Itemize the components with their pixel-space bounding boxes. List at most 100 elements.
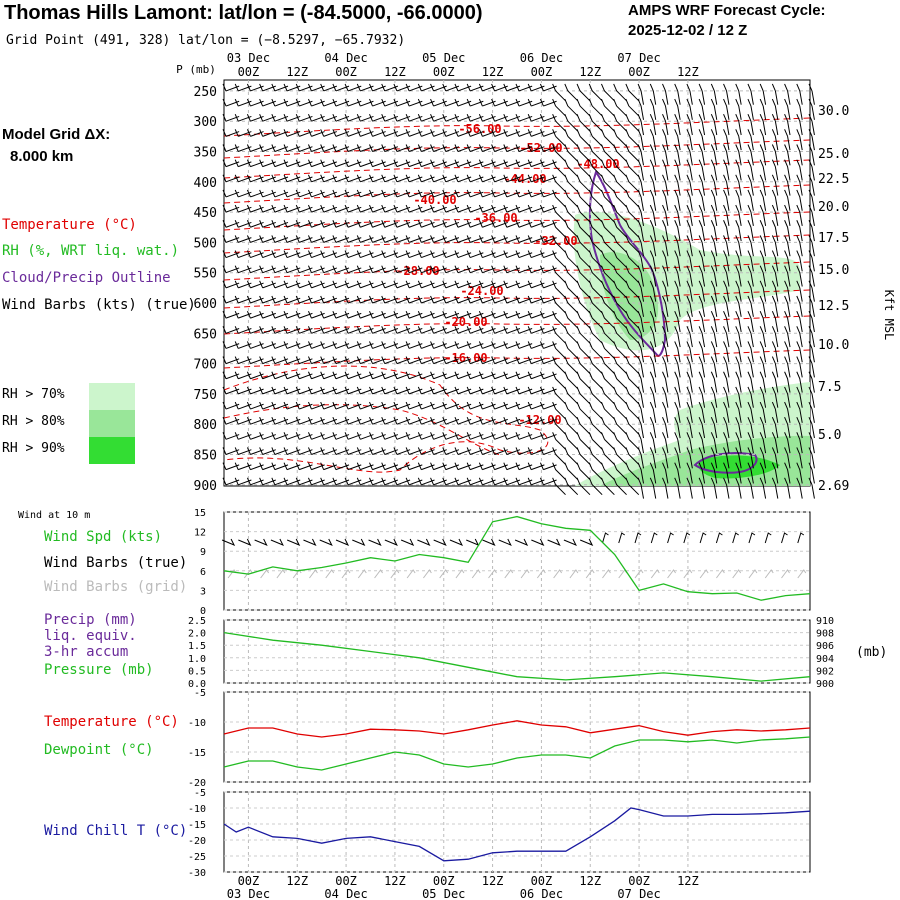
legend-wind-speed: Wind Spd (kts): [44, 529, 163, 545]
wind-barb: [613, 98, 627, 117]
wind-barb: [576, 477, 591, 496]
date-label-top: 04 Dec: [324, 51, 367, 65]
legend-wind: Wind Barbs (kts) (true): [2, 297, 196, 313]
wind-barb: [674, 204, 681, 226]
wind-barb-grid: [504, 569, 514, 579]
wind-barb: [637, 356, 645, 378]
wind-barb-true: [764, 532, 772, 544]
wind-barb: [674, 98, 681, 120]
wind-barb: [649, 98, 657, 120]
model-grid-value: 8.000 km: [10, 148, 74, 165]
wind-barb: [686, 356, 693, 378]
wind-barb: [600, 250, 615, 268]
wind-barb: [784, 356, 791, 378]
wind-barb: [662, 129, 669, 151]
wind-barb: [784, 477, 791, 499]
wind-barb-grid: [602, 569, 611, 579]
wind-barb: [771, 144, 779, 166]
wind-barb: [613, 204, 627, 223]
wind-barb: [576, 98, 591, 117]
wind-barb-true: [531, 538, 545, 546]
time-tick-label-bottom: 12Z: [677, 874, 699, 888]
isotherm-label: -48.00: [576, 157, 619, 171]
time-tick-label-bottom: 12Z: [482, 874, 504, 888]
wind-barb-true: [303, 538, 317, 546]
wind-barb: [808, 98, 815, 120]
wind-barb: [600, 447, 615, 465]
wind-barb: [600, 356, 615, 374]
wind-barb: [747, 310, 754, 333]
wind-barb: [662, 144, 669, 166]
wind-barb: [771, 447, 779, 469]
wind-barb: [613, 401, 627, 420]
wind-barb: [588, 371, 603, 389]
wind-barb: [674, 114, 681, 136]
wind-barb-true: [254, 538, 268, 546]
wind-barb: [564, 189, 579, 208]
wind-barb: [552, 386, 566, 405]
pressure-tick-label: 350: [194, 146, 217, 161]
wind-barb: [625, 386, 640, 405]
wind-chill-tick-label: -25: [188, 852, 206, 863]
wind-barb-grid: [309, 569, 318, 579]
wind-barb: [710, 265, 718, 287]
wind-barb: [771, 265, 779, 287]
wind-barb: [723, 98, 730, 120]
wind-barb: [637, 477, 645, 499]
wind-barb: [649, 83, 657, 105]
wind-chill-tick-label: -20: [188, 836, 206, 847]
pressure-tick-label: 908: [816, 629, 834, 640]
wind-speed-line: [223, 515, 811, 601]
wind-barb: [674, 341, 681, 363]
pressure-tick-label: 850: [194, 448, 217, 463]
wind-barb: [698, 401, 706, 423]
wind-barb: [625, 114, 640, 132]
wind-speed-tick-label: 15: [194, 508, 206, 519]
wind-barb: [784, 341, 791, 363]
wind-barb: [649, 371, 657, 393]
wind-barb: [747, 341, 754, 363]
wind-barb-grid: [748, 569, 758, 579]
legend-pressure: Pressure (mb): [44, 662, 154, 678]
wind-barb: [674, 174, 681, 196]
wind-barb-grid: [716, 569, 725, 579]
wind-barb: [600, 159, 615, 177]
wind-barb: [771, 416, 779, 439]
wind-barb: [686, 341, 693, 363]
wind-barb-true: [286, 538, 301, 546]
height-tick-label: 22.5: [818, 172, 849, 187]
wind-barb: [576, 401, 591, 420]
wind-barb: [808, 447, 815, 469]
wind-barb: [723, 220, 730, 242]
wind-barb: [625, 204, 640, 223]
wind-barb: [747, 235, 754, 257]
wind-barb: [637, 235, 645, 257]
wind-barb: [552, 265, 566, 283]
wind-barb: [723, 356, 730, 378]
wind-barb: [552, 83, 566, 102]
legend-precip-accum: 3-hr accum: [44, 644, 129, 660]
wind-barb-true: [482, 538, 496, 546]
wind-barb: [735, 235, 742, 257]
wind-barb: [588, 250, 603, 268]
wind-barb: [698, 341, 706, 363]
wind-barb-true: [238, 538, 252, 546]
wind-barb: [784, 432, 791, 454]
wind-barb: [784, 159, 791, 181]
dewpoint-line: [223, 736, 811, 771]
wind-barb: [564, 371, 579, 389]
wind-barb: [710, 98, 718, 120]
wind-barb: [564, 204, 579, 223]
wind-barb: [674, 265, 681, 287]
wind-barb: [784, 401, 791, 423]
wind-barb: [662, 204, 669, 226]
wind-barb: [625, 250, 640, 268]
height-tick-label: 7.5: [818, 380, 841, 395]
wind-barb: [710, 235, 718, 257]
temperature-tick-label: -15: [188, 748, 206, 759]
wind-barb: [613, 447, 627, 465]
wind-barb: [564, 432, 579, 450]
time-tick-label-bottom: 00Z: [335, 874, 357, 888]
wind-barb: [649, 129, 657, 151]
wind-barb: [723, 280, 730, 302]
